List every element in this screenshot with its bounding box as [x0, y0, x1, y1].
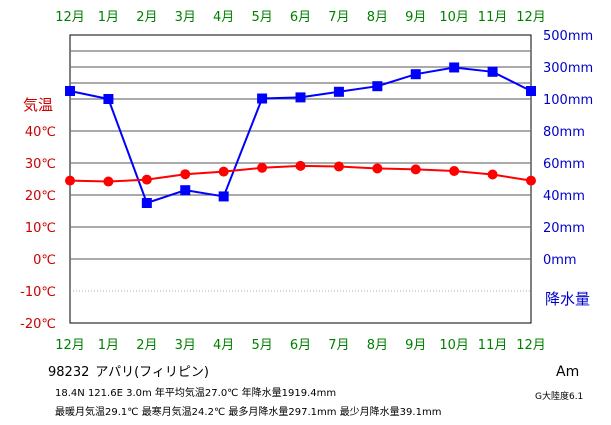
- annual-precipitation: 年降水量1919.4mm: [241, 388, 337, 399]
- precipitation-line: [69, 66, 532, 205]
- month-label-bottom: 12月: [55, 338, 85, 353]
- station-header: 98232 アパリ(フィリピン): [48, 361, 209, 380]
- month-label-top: 5月: [251, 10, 272, 25]
- temperature-point: [257, 162, 268, 173]
- station-id: 98232: [48, 365, 90, 380]
- precipitation-tick-label: 80mm: [543, 125, 585, 140]
- precipitation-point: [141, 198, 152, 208]
- climate-classification: Am: [556, 364, 580, 380]
- temperature-point: [487, 169, 498, 180]
- annual-temperature: 年平均気温27.0℃: [154, 388, 239, 399]
- month-label-top: 11月: [478, 10, 508, 25]
- month-label-bottom: 5月: [251, 338, 272, 353]
- month-label-top: 1月: [98, 10, 119, 25]
- precipitation-axis-title: 降水量: [545, 290, 590, 308]
- precipitation-tick-label: 20mm: [543, 221, 585, 236]
- month-label-bottom: 6月: [290, 338, 311, 353]
- temperature-tick-label: -10℃: [20, 285, 56, 300]
- precipitation-tick-label: 500mm: [543, 29, 593, 44]
- precipitation-tick-label: 100mm: [543, 93, 593, 108]
- month-label-bottom: 1月: [98, 338, 119, 353]
- month-label-top: 7月: [328, 10, 349, 25]
- precipitation-series: [65, 62, 536, 208]
- coldest-month: 最寒月気温24.2℃: [141, 407, 226, 418]
- month-label-top: 9月: [405, 10, 426, 25]
- driest-month: 最少月降水量39.1mm: [339, 407, 442, 418]
- temperature-point: [65, 175, 75, 186]
- month-label-top: 3月: [175, 10, 196, 25]
- month-label-bottom: 8月: [367, 338, 388, 353]
- precipitation-axis: 降水量 500mm 300mm 100mm 80mm 60mm 40mm 20mm 0mm: [543, 29, 593, 308]
- temperature-axis-title: 気温: [23, 96, 53, 114]
- precipitation-point: [526, 86, 536, 96]
- precipitation-point: [449, 62, 460, 73]
- precipitation-tick-label: 40mm: [543, 189, 585, 204]
- station-lat: 18.4N: [55, 388, 85, 399]
- precipitation-point: [257, 93, 268, 104]
- precipitation-tick-label: 0mm: [543, 253, 577, 268]
- precipitation-point: [372, 81, 383, 92]
- station-stats-line-1: 18.4N 121.6E 3.0m 年平均気温27.0℃ 年降水量1919.4m…: [55, 384, 336, 399]
- month-label-top: 4月: [213, 10, 234, 25]
- station-stats-line-2: 最暖月気温29.1℃ 最寒月気温24.2℃ 最多月降水量297.1mm 最少月降…: [55, 403, 441, 418]
- month-label-top: 6月: [290, 10, 311, 25]
- temperature-tick-label: 40℃: [25, 125, 56, 140]
- precipitation-point: [333, 86, 344, 97]
- precipitation-point: [295, 92, 306, 103]
- temperature-point: [141, 174, 152, 185]
- station-name: アパリ(フィリピン): [95, 365, 209, 380]
- temperature-tick-label: -20℃: [20, 317, 56, 332]
- temperature-series: [65, 160, 536, 187]
- temperature-point: [333, 161, 344, 172]
- temperature-axis: 気温 40℃ 30℃ 20℃ 10℃ 0℃ -10℃ -20℃: [20, 96, 56, 332]
- month-label-top: 8月: [367, 10, 388, 25]
- precipitation-point: [103, 94, 114, 104]
- plot-frame: [69, 34, 532, 324]
- grid-lines: [69, 34, 532, 324]
- month-label-top: 10月: [439, 10, 469, 25]
- temperature-point: [526, 175, 536, 186]
- temperature-point: [103, 176, 114, 187]
- temperature-tick-label: 30℃: [25, 157, 56, 172]
- month-label-bottom: 2月: [136, 338, 157, 353]
- month-label-bottom: 11月: [478, 338, 508, 353]
- month-label-bottom: 4月: [213, 338, 234, 353]
- wettest-month: 最多月降水量297.1mm: [228, 407, 337, 418]
- temperature-point: [449, 166, 460, 176]
- temperature-tick-label: 0℃: [33, 253, 56, 268]
- month-label-top: 12月: [55, 10, 85, 25]
- month-labels-top: 12月 1月 2月 3月 4月 5月 6月 7月 8月 9月 10月 11月 12月: [55, 10, 546, 25]
- precipitation-point: [180, 185, 191, 196]
- month-labels-bottom: 12月 1月 2月 3月 4月 5月 6月 7月 8月 9月 10月 11月 12月: [55, 338, 546, 353]
- warmest-month: 最暖月気温29.1℃: [55, 407, 139, 418]
- month-label-top: 2月: [136, 10, 157, 25]
- month-label-bottom: 12月: [516, 338, 546, 353]
- precipitation-point: [410, 69, 421, 80]
- precipitation-point: [218, 191, 229, 202]
- precipitation-point: [487, 66, 498, 77]
- station-elevation: 3.0m: [126, 388, 152, 399]
- month-label-bottom: 10月: [439, 338, 469, 353]
- station-lon: 121.6E: [87, 388, 123, 399]
- month-label-bottom: 9月: [405, 338, 426, 353]
- month-label-bottom: 3月: [175, 338, 196, 353]
- temperature-point: [410, 164, 421, 175]
- temperature-point: [372, 163, 383, 174]
- continentality-index: G大陸度6.1: [535, 392, 584, 402]
- month-label-bottom: 7月: [328, 338, 349, 353]
- temperature-point: [180, 169, 191, 180]
- precipitation-point: [65, 86, 75, 96]
- temperature-point: [295, 160, 306, 171]
- precipitation-tick-label: 60mm: [543, 157, 585, 172]
- temperature-tick-label: 10℃: [25, 221, 56, 236]
- temperature-point: [218, 166, 229, 177]
- precipitation-tick-label: 300mm: [543, 61, 593, 76]
- temperature-tick-label: 20℃: [25, 189, 56, 204]
- month-label-top: 12月: [516, 10, 546, 25]
